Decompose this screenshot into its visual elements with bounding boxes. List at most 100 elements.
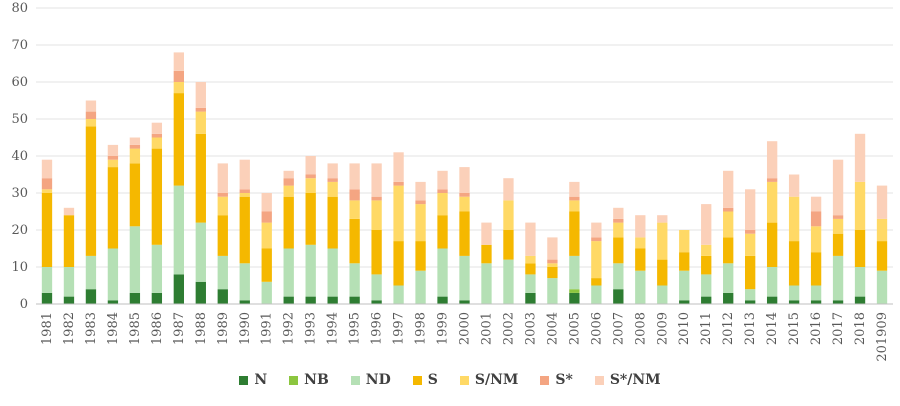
bar-segment-s- [766, 178, 778, 182]
bar-segment-s [591, 278, 602, 286]
bar-segment-nd [679, 270, 690, 301]
bar-segment-s- [217, 193, 228, 197]
bar-segment-s-nm [591, 241, 602, 279]
bar-segment-s-nm [679, 230, 690, 253]
bar-segment-nd [349, 263, 360, 297]
bar-segment-s-nm [85, 119, 97, 127]
x-tick-label: 2001 [479, 312, 494, 345]
x-tick-label: 1993 [304, 312, 319, 345]
bar-segment-s-nm [766, 181, 778, 223]
x-tick-label: 2006 [589, 312, 604, 345]
bar-segment-s [657, 259, 668, 286]
x-tick-label: 1996 [370, 312, 385, 345]
bar-segment-s [503, 230, 514, 260]
bar-segment-s-nm [239, 193, 250, 197]
bar-segment-s [525, 263, 536, 275]
bar-segment-s-nm [525, 255, 536, 264]
bar-segment-nd [63, 267, 75, 297]
bar-segment-s- [745, 230, 756, 234]
x-tick-label: 2017 [831, 312, 846, 345]
bar-segment-n [525, 292, 536, 304]
bars [41, 52, 888, 304]
bar-segment-s [349, 218, 360, 264]
bar-segment-nd [876, 270, 888, 304]
bar-segment-n [173, 274, 184, 304]
bar-segment-s-nm [569, 181, 580, 197]
bar-segment-n [349, 296, 360, 304]
bar-segment-s-nm [63, 207, 75, 216]
bar-segment-s-nm [635, 237, 646, 249]
bar-segment-nd [305, 244, 316, 297]
legend-swatch [239, 375, 249, 385]
bar-segment-nd [723, 263, 734, 293]
bar-segment-nd [283, 248, 294, 297]
x-tick-label: 1983 [84, 312, 99, 345]
y-tick-label: 10 [11, 260, 28, 275]
legend-item: S*/NM [594, 372, 661, 388]
y-tick-label: 80 [11, 1, 28, 16]
bar-segment-s-nm [195, 82, 206, 108]
bar-segment-nd [85, 255, 97, 290]
x-tick-label: 2002 [501, 312, 516, 345]
bar-segment-s-nm [810, 226, 822, 253]
bar-segment-s- [832, 215, 844, 219]
bar-segment-nd [415, 270, 426, 304]
x-tick-label: 1981 [40, 312, 55, 345]
bar-segment-s- [371, 196, 382, 201]
legend-label: S*/NM [609, 372, 661, 388]
legend-label: ND [365, 372, 391, 388]
bar-segment-s- [107, 156, 119, 160]
bar-segment-n [195, 281, 206, 304]
bar-segment-s [107, 167, 119, 249]
bar-segment-s-nm [85, 100, 97, 112]
bar-segment-n [327, 296, 338, 304]
x-tick-label: 1992 [282, 312, 297, 345]
bar-segment-s [239, 196, 250, 264]
bar-segment-n [217, 289, 228, 304]
bar-segment-nd [613, 263, 624, 290]
bar-segment-nd [657, 285, 668, 304]
bar-segment-s- [195, 107, 206, 112]
legend-swatch [594, 375, 604, 385]
x-tick-label: 1985 [128, 312, 143, 345]
x-tick-label: 2007 [611, 312, 626, 345]
bar-segment-s- [261, 211, 272, 223]
bar-segment-s-nm [613, 222, 624, 238]
x-tick-label: 1989 [216, 312, 231, 345]
bar-segment-nd [261, 281, 272, 304]
bar-segment-s-nm [701, 244, 712, 256]
bar-segment-s-nm [525, 222, 536, 256]
bar-segment-s-nm [41, 189, 53, 193]
bar-segment-s- [349, 189, 360, 201]
bar-segment-nd [459, 255, 470, 301]
x-tick-label: 2009 [655, 312, 670, 345]
bar-segment-s-nm [657, 215, 668, 223]
bar-segment-s [305, 193, 316, 245]
x-tick-label: 2010 [677, 312, 692, 345]
bar-segment-s-nm [173, 82, 184, 94]
bar-segment-s [745, 255, 756, 290]
bar-segment-s-nm [283, 185, 294, 197]
bar-segment-s [129, 163, 141, 227]
bar-segment-n [305, 296, 316, 304]
bar-segment-s- [459, 193, 470, 197]
bar-segment-s [371, 230, 382, 275]
bar-segment-s-nm [107, 159, 119, 168]
x-tick-label: 2014 [765, 312, 780, 345]
legend-item: NB [289, 372, 329, 388]
bar-segment-s-nm [547, 237, 558, 260]
bar-segment-s- [393, 181, 404, 186]
bar-segment-n [371, 300, 382, 304]
x-tick-label: 1994 [326, 312, 341, 345]
bar-segment-s-nm [239, 159, 250, 190]
bar-segment-s-nm [854, 133, 866, 182]
bar-segment-s-nm [173, 52, 184, 71]
bar-segment-s-nm [876, 185, 888, 219]
bar-segment-s- [613, 218, 624, 223]
bar-segment-nb [569, 289, 580, 293]
bar-segment-n [723, 292, 734, 304]
bar-segment-nd [766, 267, 778, 297]
x-tick-label: 1984 [106, 312, 121, 345]
bar-segment-s-nm [349, 200, 360, 219]
legend-swatch [289, 375, 299, 385]
